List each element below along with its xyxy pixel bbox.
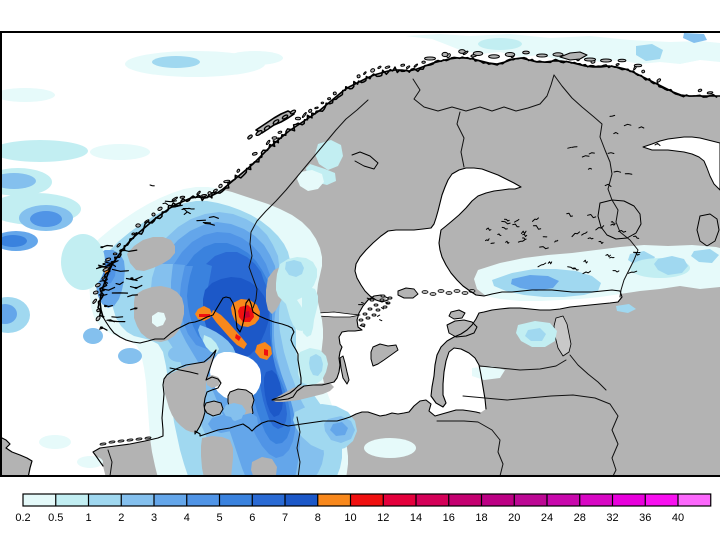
svg-text:40: 40: [672, 512, 684, 524]
svg-text:28: 28: [574, 512, 586, 524]
svg-text:7: 7: [282, 512, 288, 524]
svg-text:5: 5: [216, 512, 222, 524]
svg-text:24: 24: [541, 512, 553, 524]
svg-text:14: 14: [410, 512, 422, 524]
svg-text:36: 36: [639, 512, 651, 524]
svg-text:18: 18: [475, 512, 487, 524]
svg-text:0.2: 0.2: [15, 512, 30, 524]
svg-text:8: 8: [315, 512, 321, 524]
svg-text:10: 10: [344, 512, 356, 524]
svg-text:3: 3: [151, 512, 157, 524]
svg-text:32: 32: [606, 512, 618, 524]
svg-text:2: 2: [118, 512, 124, 524]
svg-text:1: 1: [85, 512, 91, 524]
svg-text:20: 20: [508, 512, 520, 524]
svg-text:16: 16: [443, 512, 455, 524]
svg-text:6: 6: [249, 512, 255, 524]
svg-text:4: 4: [184, 512, 190, 524]
svg-text:12: 12: [377, 512, 389, 524]
svg-text:0.5: 0.5: [48, 512, 63, 524]
